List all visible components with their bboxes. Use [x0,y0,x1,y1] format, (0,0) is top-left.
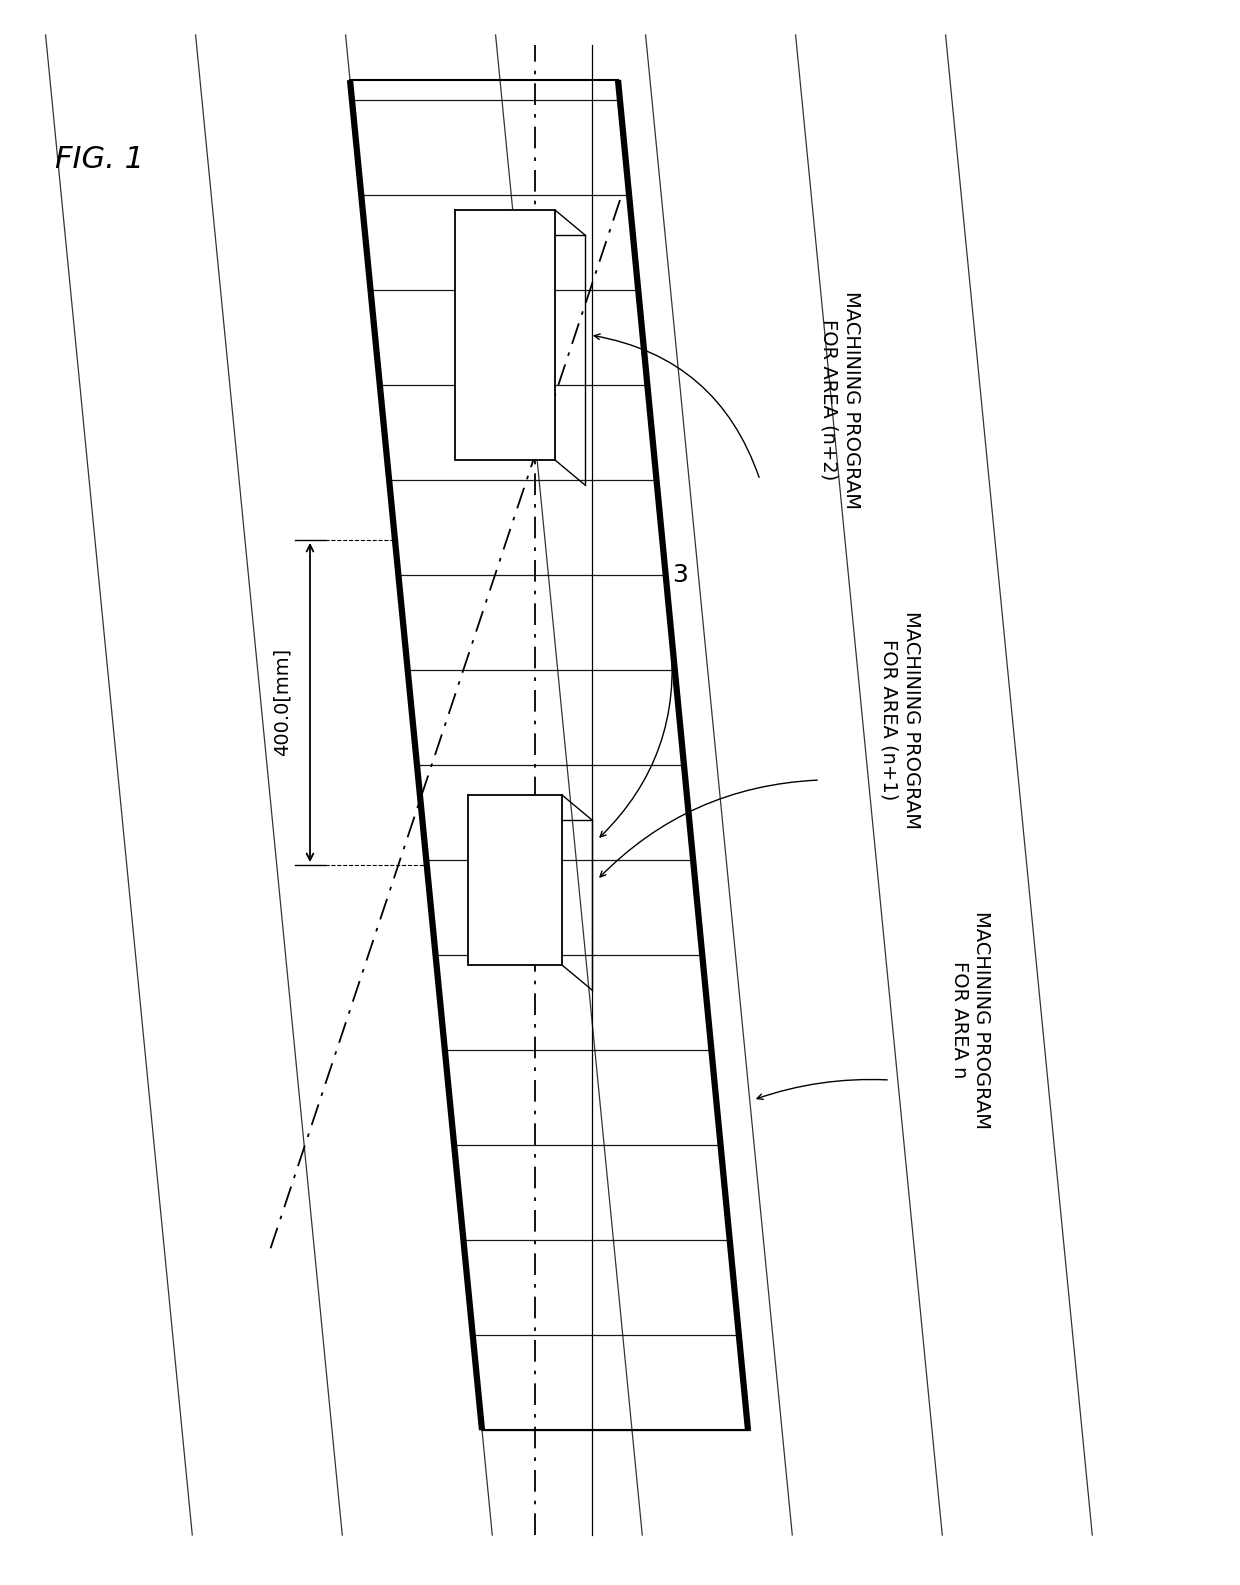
Bar [467,796,562,965]
Text: 400.0[mm]: 400.0[mm] [273,648,291,756]
Text: MACHINING PROGRAM
FOR AREA (n+2): MACHINING PROGRAM FOR AREA (n+2) [820,292,861,509]
Text: 3: 3 [672,563,688,586]
Text: FIG. 1: FIG. 1 [55,146,144,174]
Text: MACHINING PROGRAM
FOR AREA (n+1): MACHINING PROGRAM FOR AREA (n+1) [879,610,920,829]
Text: MACHINING PROGRAM
FOR AREA n: MACHINING PROGRAM FOR AREA n [950,911,991,1129]
Bar [455,209,556,460]
